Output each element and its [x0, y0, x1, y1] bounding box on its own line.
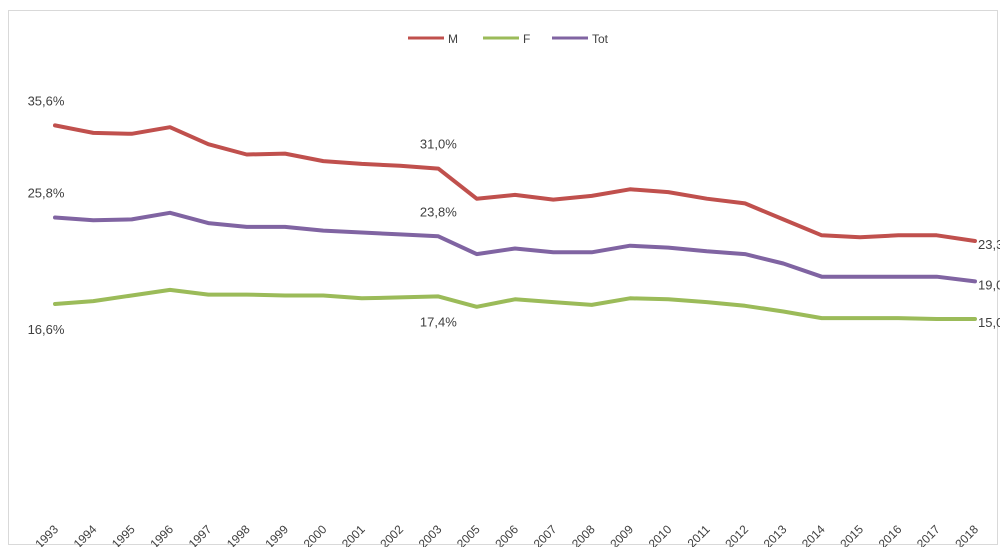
data-label-tot-2018: 19,0% [978, 277, 1000, 292]
data-label-f-1993: 16,6% [28, 322, 65, 337]
x-tick-label-1995: 1995 [109, 522, 138, 547]
legend-label-f: F [523, 32, 530, 46]
x-tick-label-2015: 2015 [837, 522, 866, 547]
data-label-f-2003: 17,4% [420, 314, 457, 329]
data-label-m-2003: 31,0% [420, 137, 457, 152]
x-tick-label-2005: 2005 [454, 522, 483, 547]
data-label-m-2018: 23,3% [978, 237, 1000, 252]
x-tick-label-1994: 1994 [71, 522, 100, 547]
x-tick-label-2006: 2006 [492, 522, 521, 547]
x-tick-label-2008: 2008 [569, 522, 598, 547]
x-tick-label-1998: 1998 [224, 522, 253, 547]
x-tick-label-2002: 2002 [377, 522, 406, 547]
x-tick-label-2013: 2013 [761, 522, 790, 547]
x-tick-label-2009: 2009 [607, 522, 636, 547]
series-line-tot [53, 210, 977, 284]
x-tick-label-2011: 2011 [685, 522, 713, 547]
x-tick-label-2007: 2007 [531, 522, 560, 547]
legend-label-m: M [448, 32, 458, 46]
x-tick-label-1999: 1999 [262, 522, 291, 547]
series-line-f [53, 287, 977, 321]
x-tick-label-2018: 2018 [952, 522, 981, 547]
x-tick-label-2012: 2012 [722, 522, 751, 547]
x-tick-label-1997: 1997 [186, 522, 215, 547]
x-tick-label-2010: 2010 [646, 522, 675, 547]
x-tick-label-2000: 2000 [301, 522, 330, 547]
x-tick-label-2016: 2016 [876, 522, 905, 547]
legend-label-tot: Tot [592, 32, 609, 46]
x-tick-label-1993: 1993 [32, 522, 61, 547]
x-tick-label-1996: 1996 [147, 522, 176, 547]
x-tick-label-2001: 2001 [339, 522, 368, 547]
series-line-m [53, 123, 977, 243]
x-tick-label-2003: 2003 [416, 522, 445, 547]
data-label-tot-2003: 23,8% [420, 204, 457, 219]
data-label-m-1993: 35,6% [28, 93, 65, 108]
data-label-f-2018: 15,0% [978, 315, 1000, 330]
data-label-tot-1993: 25,8% [28, 185, 65, 200]
x-tick-label-2017: 2017 [914, 522, 943, 547]
x-tick-label-2014: 2014 [799, 522, 828, 547]
